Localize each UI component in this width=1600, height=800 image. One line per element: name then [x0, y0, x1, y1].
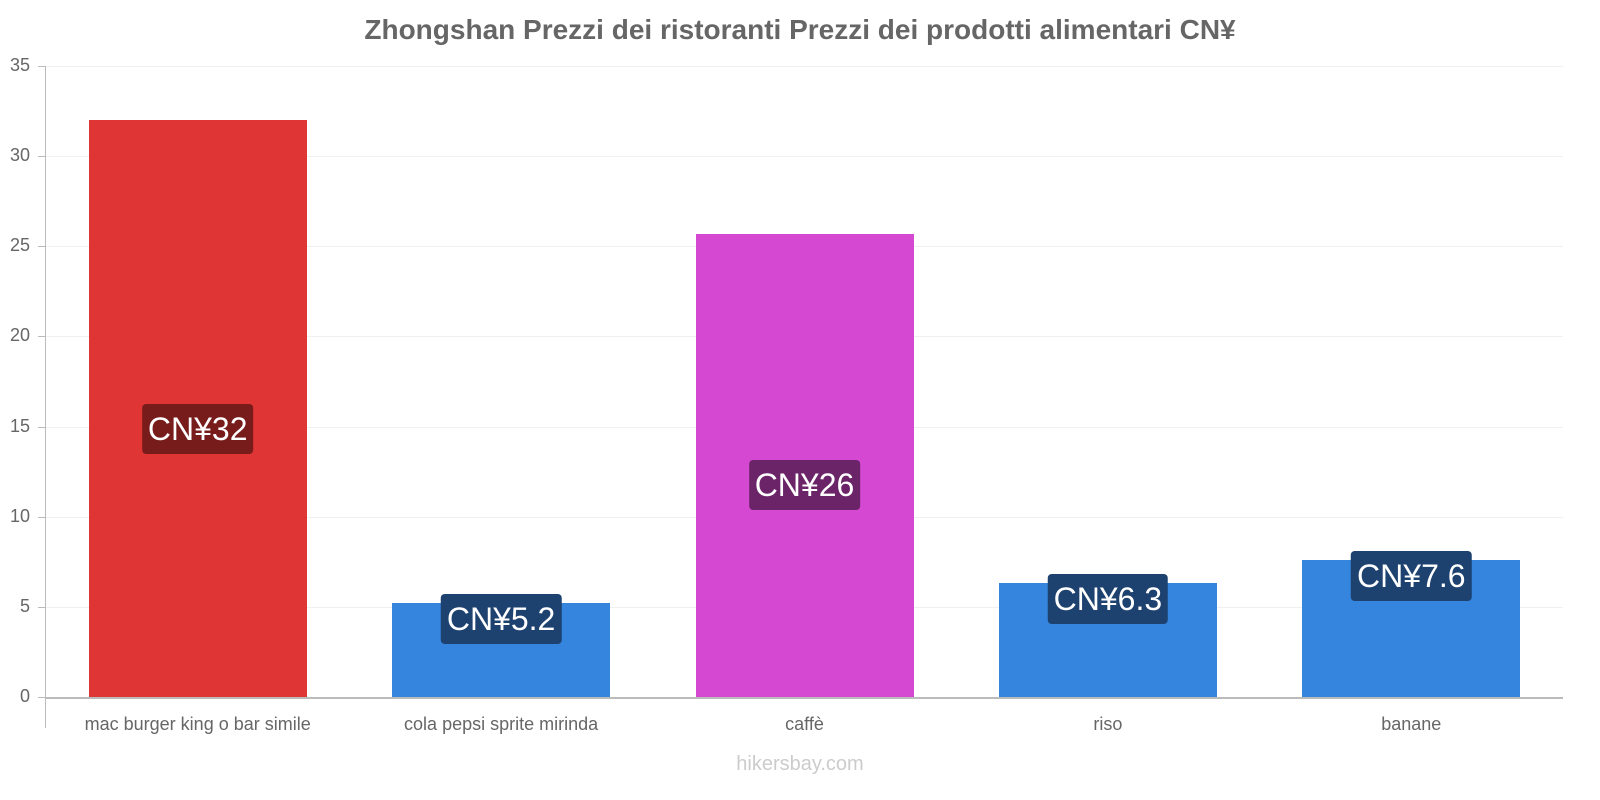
y-tick-mark [38, 426, 46, 428]
x-tick-label: mac burger king o bar simile [84, 714, 311, 734]
watermark: hikersbay.com [736, 753, 864, 775]
y-tick-mark [38, 246, 46, 248]
gridline [46, 66, 1563, 67]
y-tick-mark [38, 66, 46, 67]
y-tick-label: 25 [9, 235, 30, 256]
y-tick-label: 15 [9, 415, 30, 436]
y-tick-label: 30 [9, 145, 30, 166]
data-label: CN¥32 [141, 403, 254, 454]
data-label: CN¥5.2 [440, 594, 562, 645]
chart-title: Zhongshan Prezzi dei ristoranti Prezzi d… [364, 14, 1236, 45]
y-tick-mark [38, 336, 46, 338]
y-tick-label: 0 [19, 686, 30, 706]
gridline [46, 156, 1563, 158]
y-tick-mark [38, 697, 46, 698]
y-tick-label: 20 [9, 325, 30, 346]
y-tick-mark [38, 156, 46, 158]
y-tick-mark [38, 516, 46, 518]
data-label: CN¥6.3 [1047, 574, 1169, 625]
x-axis-line [45, 697, 1563, 699]
y-tick-label: 35 [9, 55, 30, 75]
x-tick-label: cola pepsi sprite mirinda [404, 714, 599, 734]
y-axis-line [45, 66, 46, 728]
x-tick-label: banane [1381, 714, 1442, 734]
x-tick-label: riso [1093, 714, 1123, 734]
data-label: CN¥7.6 [1351, 550, 1472, 601]
y-tick-label: 5 [19, 595, 30, 616]
y-tick-label: 10 [9, 505, 30, 526]
y-tick-mark [38, 606, 46, 608]
x-tick-label: caffè [785, 714, 824, 734]
data-label: CN¥26 [748, 460, 861, 511]
